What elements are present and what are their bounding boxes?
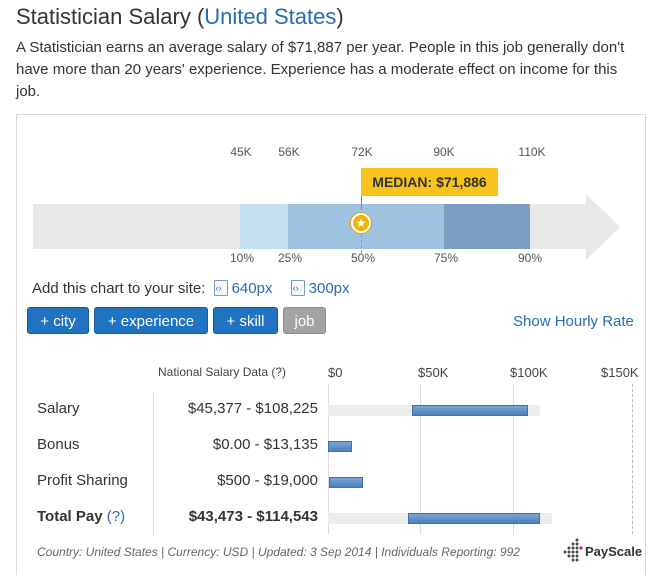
bottom-label-50: 50% <box>350 251 376 265</box>
add-experience-button[interactable]: + experience <box>94 307 208 334</box>
top-label-10: 45K <box>230 145 252 159</box>
row-label-salary: Salary <box>37 400 80 417</box>
bottom-label-75: 75% <box>433 251 459 265</box>
top-label-90: 110K <box>518 145 546 159</box>
row-label-total-pay: Total Pay (?) <box>37 508 125 525</box>
total-pay-text: Total Pay <box>37 508 103 525</box>
payscale-logo-icon <box>563 538 583 562</box>
axis-tick-50k: $50K <box>418 365 449 380</box>
national-heading[interactable]: National Salary Data (?) <box>158 365 287 379</box>
axis-tick-100k: $100K <box>510 365 548 380</box>
axis-tick-0: $0 <box>328 365 343 380</box>
gridline <box>513 384 514 534</box>
median-dash <box>361 235 362 253</box>
chart-arrow <box>586 194 620 260</box>
add-skill-button[interactable]: + skill <box>213 307 278 334</box>
footer-info: Country: United States | Currency: USD |… <box>37 545 520 559</box>
row-range-total-pay: $43,473 - $114,543 <box>188 508 318 525</box>
bottom-label-10: 10% <box>229 251 255 265</box>
top-label-50: 72K <box>351 145 373 159</box>
row-range-profit-sharing: $500 - $19,000 <box>217 472 318 489</box>
row-label-bonus: Bonus <box>37 436 80 453</box>
row-label-profit-sharing: Profit Sharing <box>37 472 128 489</box>
median-pointer <box>361 196 362 210</box>
gridline <box>328 384 329 534</box>
range-bar[interactable] <box>328 477 364 488</box>
axis-tick-150k: $150K <box>601 365 639 380</box>
embed-640-link[interactable]: 640px <box>231 280 273 297</box>
total-pay-help[interactable]: (?) <box>106 508 126 525</box>
salary-panel <box>16 114 646 575</box>
row-range-salary: $45,377 - $108,225 <box>187 400 318 417</box>
median-marker: ★ <box>351 213 371 233</box>
title-prefix: Statistician Salary ( <box>16 4 205 29</box>
segment-75-90 <box>444 204 530 249</box>
intro-text: A Statistician earns an average salary o… <box>16 39 625 100</box>
range-bar[interactable] <box>408 513 540 524</box>
code-icon[interactable] <box>290 280 305 296</box>
title-suffix: ) <box>336 4 344 29</box>
add-city-button[interactable]: + city <box>27 307 89 334</box>
show-hourly-link[interactable]: Show Hourly Rate <box>513 313 634 330</box>
embed-label: Add this chart to your site: <box>32 280 206 297</box>
location-link[interactable]: United States <box>204 4 337 29</box>
payscale-brand[interactable]: PayScale <box>585 544 643 559</box>
page-title: Statistician Salary (United States) <box>16 4 344 30</box>
gridline <box>420 384 421 534</box>
bottom-label-90: 90% <box>517 251 543 265</box>
embed-300-link[interactable]: 300px <box>308 280 350 297</box>
row-range-bonus: $0.00 - $13,135 <box>212 436 318 453</box>
job-button[interactable]: job <box>283 307 326 334</box>
range-bar[interactable] <box>411 405 529 416</box>
label-divider <box>153 392 154 536</box>
code-icon[interactable] <box>213 280 228 296</box>
embed-row: Add this chart to your site: 640px 300px <box>32 280 350 297</box>
top-label-75: 90K <box>433 145 455 159</box>
median-label: MEDIAN: $71,886 <box>361 168 498 196</box>
segment-10-25 <box>240 204 288 249</box>
top-label-25: 56K <box>278 145 300 159</box>
gridline <box>632 384 633 534</box>
star-icon: ★ <box>353 215 369 231</box>
range-bar[interactable] <box>328 441 353 452</box>
bottom-label-25: 25% <box>277 251 303 265</box>
